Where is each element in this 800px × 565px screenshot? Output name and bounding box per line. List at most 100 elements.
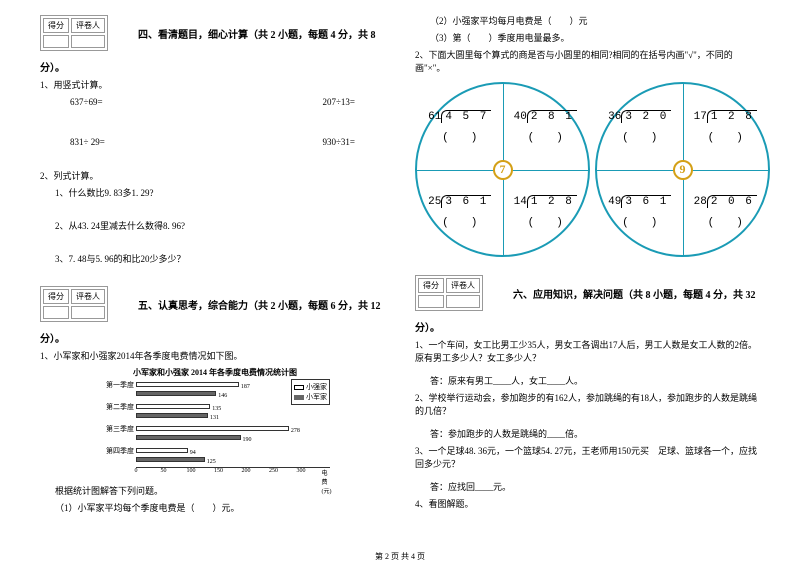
legend-label: 小强家	[306, 382, 327, 392]
a6-1: 答：原来有男工____人，女工____人。	[430, 374, 760, 387]
bar	[136, 382, 239, 387]
bar	[136, 404, 210, 409]
section-5-title-cont: 分）。	[40, 330, 385, 345]
section-4-header: 得分评卷人 四、看清题目，细心计算（共 2 小题，每题 4 分，共 8	[40, 15, 385, 51]
calc-row: 831÷ 29= 930÷31=	[40, 137, 385, 147]
divisor: 14	[514, 195, 527, 208]
calc-b: 930÷31=	[322, 137, 355, 147]
score-label: 得分	[43, 18, 69, 33]
axis-tick: 250	[269, 468, 278, 474]
page-footer: 第 2 页 共 4 页	[0, 551, 800, 562]
bar-value: 187	[241, 384, 250, 390]
axis-tick: 200	[242, 468, 251, 474]
big-circle: 9363 2 0( )171 2 8( )493 6 1( )282 0 6( …	[595, 82, 770, 257]
legend-label: 小军家	[306, 392, 327, 402]
bar-label: 第三季度	[100, 424, 136, 434]
quadrant: 171 2 8( )	[683, 84, 769, 170]
grader-label: 评卷人	[71, 18, 105, 33]
quadrant: 253 6 1 ( )	[417, 170, 503, 256]
q4-2-2: 2、从43. 24里减去什么数得8. 96?	[55, 219, 385, 232]
circles-diagram: 7614 5 7( )402 8 1( )253 6 1( )141 2 8( …	[415, 82, 760, 267]
score-cell	[43, 306, 69, 319]
axis-tick: 0	[135, 468, 138, 474]
divisor: 25	[428, 195, 441, 208]
bar-value: 278	[291, 428, 300, 434]
dividend: 1 2 8	[527, 195, 577, 208]
paren-blank: ( )	[528, 128, 563, 144]
division-expr: 171 2 8	[694, 110, 757, 123]
calc-a: 637÷69=	[70, 97, 103, 107]
quadrant: 402 8 1 ( )	[503, 84, 589, 170]
paren-blank: ( )	[442, 213, 477, 229]
bar	[136, 457, 205, 462]
dividend: 3 2 0	[621, 110, 671, 123]
bar-area: 135	[136, 404, 221, 410]
legend-swatch	[294, 395, 304, 400]
calc-a: 831÷ 29=	[70, 137, 105, 147]
division-expr: 282 0 6	[694, 195, 757, 208]
bar-area: 146	[136, 391, 227, 397]
divisor: 17	[694, 110, 707, 123]
bar	[136, 413, 208, 418]
section-5-title: 五、认真思考，综合能力（共 2 小题，每题 6 分，共 12	[138, 297, 381, 312]
legend-swatch	[294, 385, 304, 390]
score-label: 得分	[418, 278, 444, 293]
left-column: 得分评卷人 四、看清题目，细心计算（共 2 小题，每题 4 分，共 8 分）。 …	[40, 10, 385, 540]
divisor: 49	[608, 195, 621, 208]
a6-3: 答：应找回____元。	[430, 480, 760, 493]
q4-2-1: 1、什么数比9. 83多1. 29?	[55, 186, 385, 199]
dividend: 3 6 1	[621, 195, 671, 208]
bar-value: 190	[243, 437, 252, 443]
section-4-title-cont: 分）。	[40, 59, 385, 74]
bar-value: 94	[190, 450, 196, 456]
grader-cell	[71, 306, 105, 319]
dividend: 4 5 7	[441, 110, 491, 123]
chart-title: 小军家和小强家 2014 年各季度电费情况统计图	[100, 367, 330, 378]
section-6-title-cont: 分）。	[415, 319, 760, 334]
right-column: （2）小强家平均每月电费是（ ）元 （3）第（ ）季度用电量最多。 2、下面大圆…	[415, 10, 760, 540]
big-circle: 7614 5 7( )402 8 1( )253 6 1( )141 2 8( …	[415, 82, 590, 257]
division-expr: 141 2 8	[514, 195, 577, 208]
axis-tick: 150	[214, 468, 223, 474]
legend-item: 小军家	[294, 392, 327, 402]
grader-label: 评卷人	[446, 278, 480, 293]
q6-2: 2、学校举行运动会，参加跑步的有162人，参加跳绳的有18人，参加跑步的人数是跳…	[415, 391, 760, 417]
dividend: 2 0 6	[707, 195, 757, 208]
score-box: 得分评卷人	[40, 286, 108, 322]
q6-1: 1、一个车间，女工比男工少35人，男女工各调出17人后，男工人数是女工人数的2倍…	[415, 338, 760, 364]
bar-row: 131	[100, 413, 330, 419]
paren-blank: ( )	[622, 128, 657, 144]
q5-1-1: （1）小军家平均每个季度电费是（ ）元。	[55, 501, 385, 514]
bar-row: 第四季度 94	[100, 446, 330, 456]
axis-tick: 50	[161, 468, 167, 474]
divisor: 28	[694, 195, 707, 208]
q6-4: 4、看图解题。	[415, 497, 760, 510]
grader-cell	[71, 35, 105, 48]
paren-blank: ( )	[528, 213, 563, 229]
bar-area: 190	[136, 435, 252, 441]
bar-row: 190	[100, 435, 330, 441]
division-expr: 402 8 1	[514, 110, 577, 123]
bar	[136, 391, 216, 396]
bar-area: 278	[136, 426, 300, 432]
legend-item: 小强家	[294, 382, 327, 392]
quadrant: 282 0 6( )	[683, 170, 769, 256]
bar-value: 135	[212, 406, 221, 412]
q5-2: 2、下面大圆里每个算式的商是否与小圆里的相同?相同的在括号内画"√"，不同的画"…	[415, 48, 760, 74]
score-cell	[418, 295, 444, 308]
bar-area: 131	[136, 413, 219, 419]
section-4-title: 四、看清题目，细心计算（共 2 小题，每题 4 分，共 8	[138, 26, 376, 41]
bar-value: 131	[210, 415, 219, 421]
division-expr: 493 6 1	[608, 195, 671, 208]
q4-2: 2、列式计算。	[40, 169, 385, 182]
bar-label: 第四季度	[100, 446, 136, 456]
quadrant: 141 2 8 ( )	[503, 170, 589, 256]
dividend: 3 6 1	[441, 195, 491, 208]
quadrant: 363 2 0 ( )	[597, 84, 683, 170]
chart-followup: 根据统计图解答下列问题。	[55, 484, 385, 497]
paren-blank: ( )	[442, 128, 477, 144]
divisor: 36	[608, 110, 621, 123]
division-expr: 253 6 1	[428, 195, 491, 208]
chart-axis: 050100150200250300电费(元)	[136, 467, 330, 479]
bar-area: 187	[136, 382, 250, 388]
